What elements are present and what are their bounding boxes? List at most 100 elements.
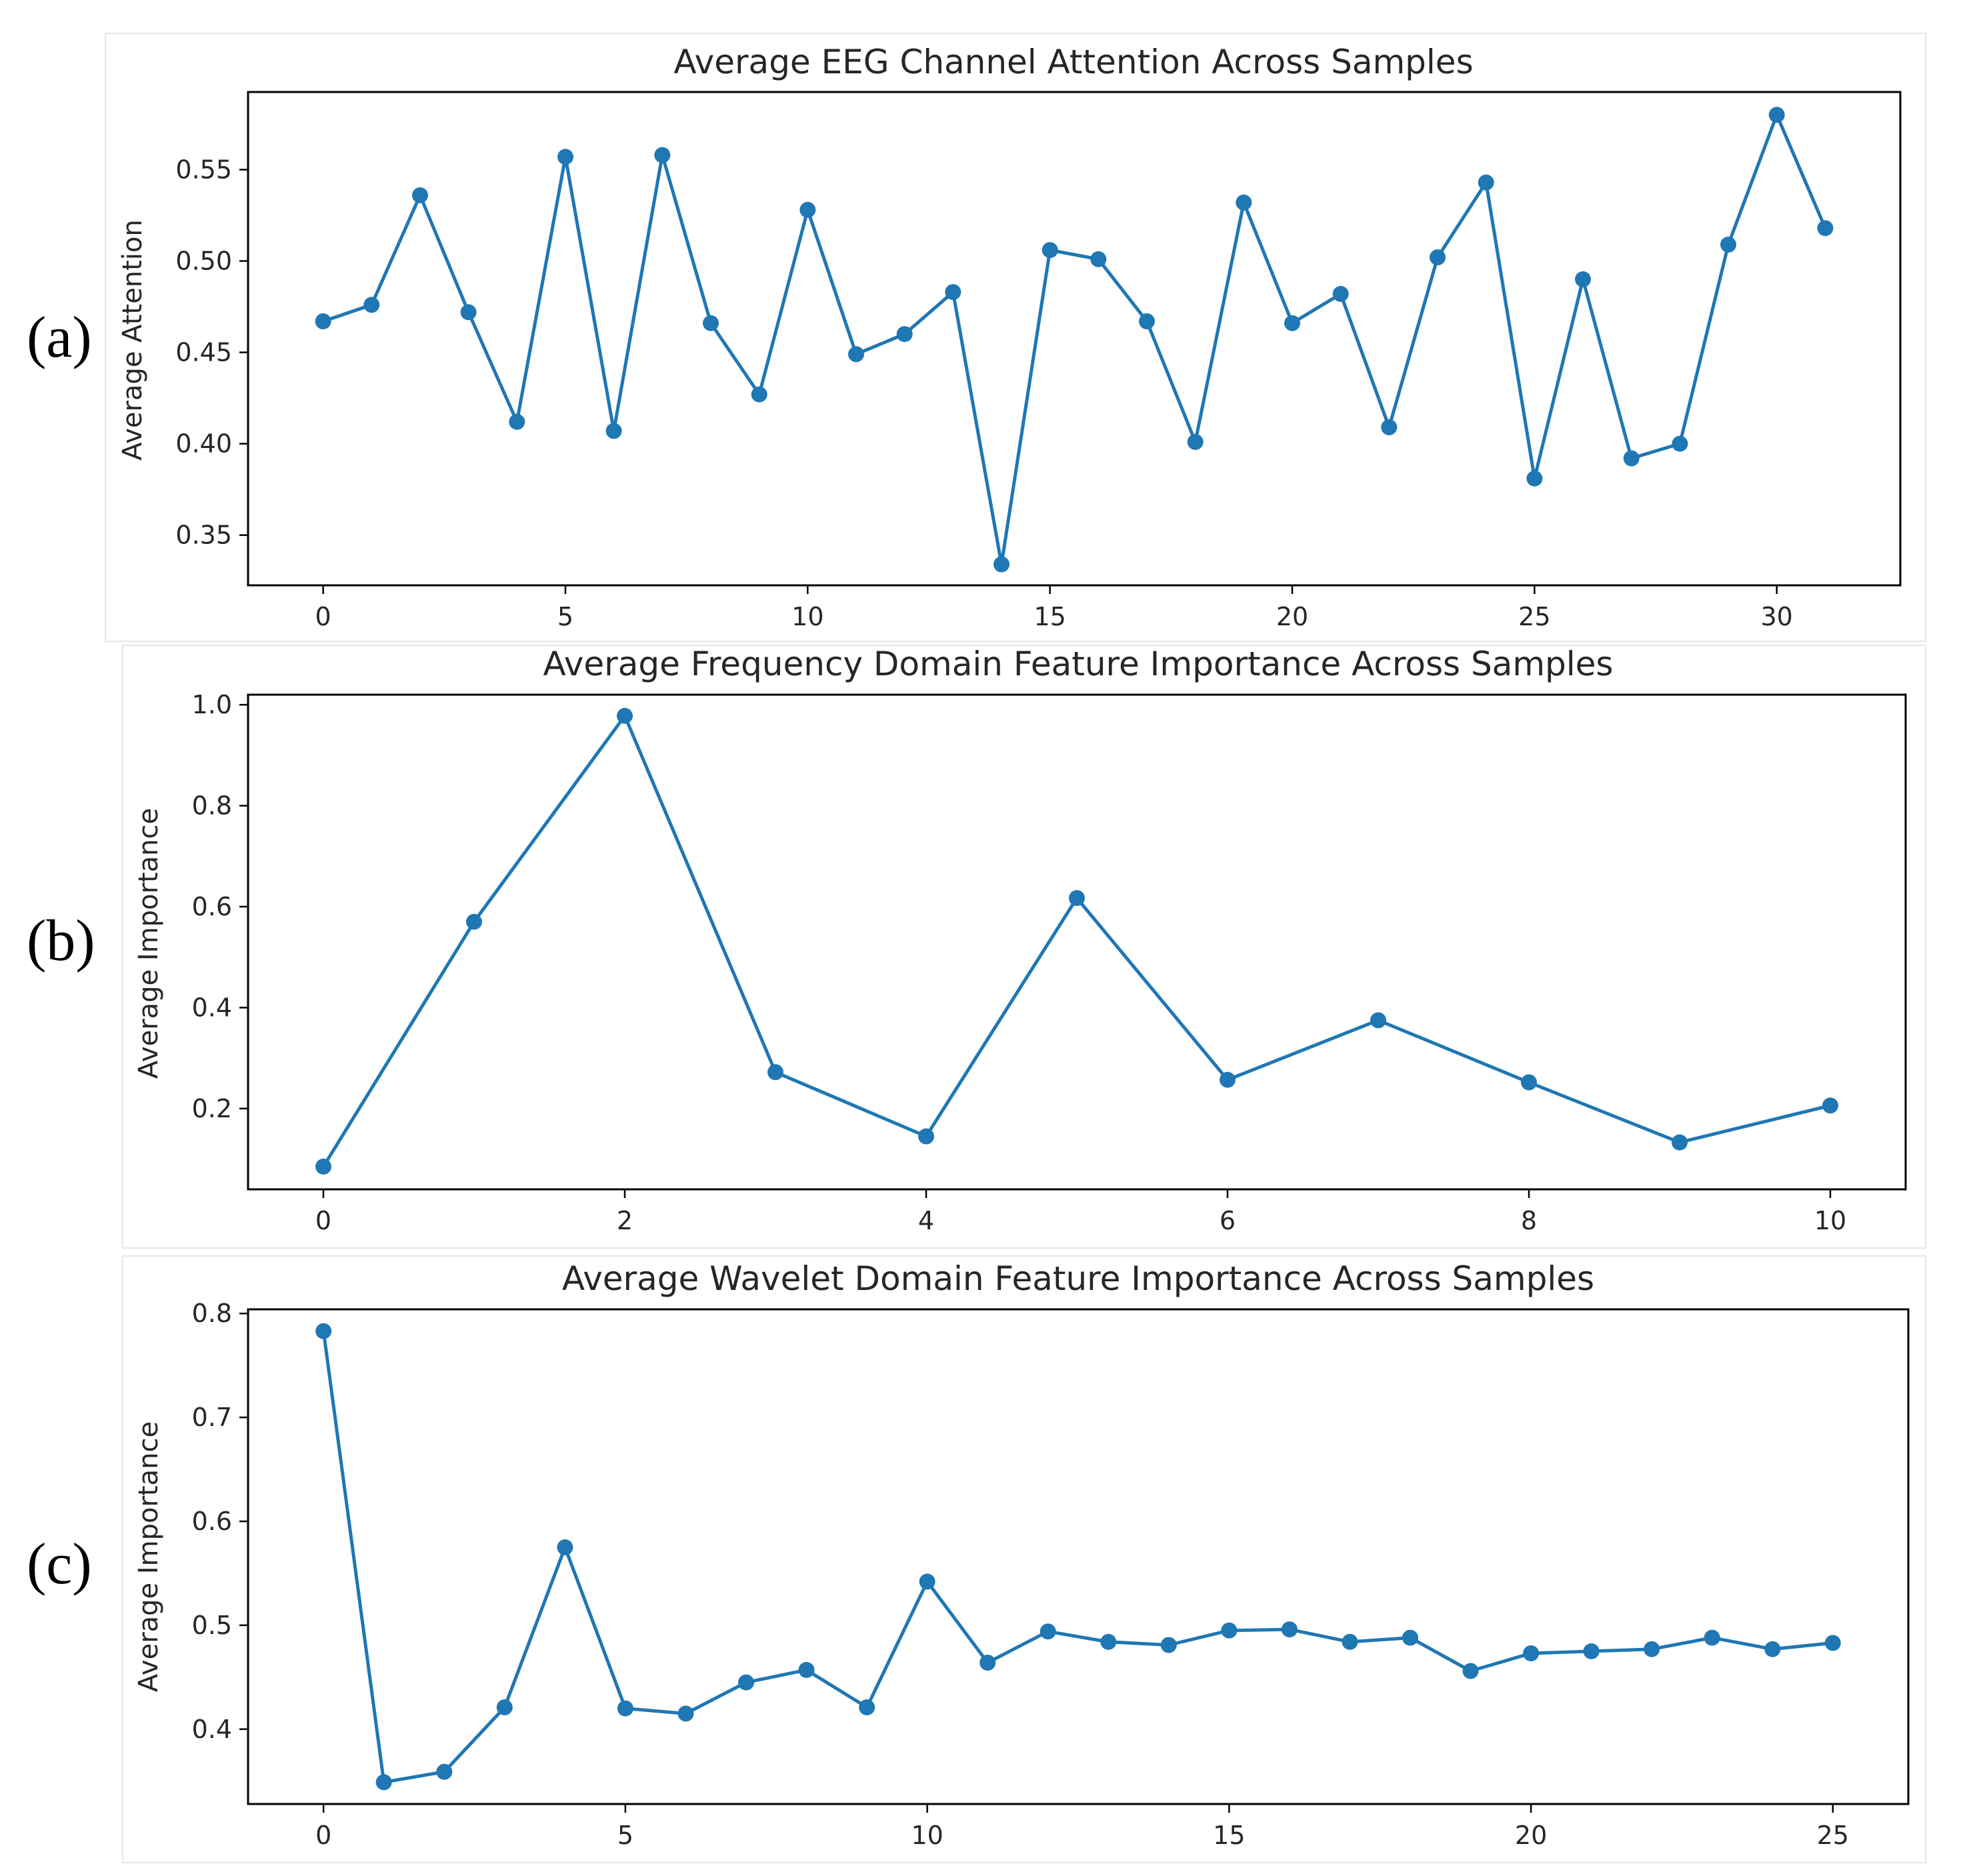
panel-c-point-10 [919,1573,935,1590]
panel-b-ylabel: Average Importance [133,808,164,1079]
panel-a-axes: 0 5 10 15 20 25 30 0.35 0.40 0.45 0.50 0.55 [175,91,1902,631]
panel-c: (c) Average Wavelet Domain Feature Impor… [27,1255,1926,1863]
panel-a-xtick-label-5: 5 [557,602,573,631]
panel-b-point-6 [1220,1071,1236,1088]
panel-a-point-24 [1478,174,1494,191]
panel-c-point-20 [1523,1645,1540,1661]
panel-a-point-1 [363,297,380,313]
panel-b-point-3 [767,1064,783,1081]
panel-a-point-8 [703,315,719,331]
panel-b-axes: 0 2 4 6 8 10 0.2 0.4 0.6 0.8 1.0 [192,690,1907,1235]
panel-c-point-18 [1402,1629,1418,1646]
panel-c-ylabel: Average Importance [133,1421,164,1692]
panel-a-xtick-label-20: 20 [1276,602,1308,631]
panel-a-axes-frame [247,91,1902,587]
panel-a-point-22 [1381,419,1398,435]
panel-a-point-15 [1042,242,1058,259]
panel-c-ytick-label-0.4: 0.4 [192,1715,232,1744]
panel-b-point-2 [617,707,633,724]
panel-c-point-9 [859,1699,875,1715]
panel-b-ytick-label-0.4: 0.4 [192,993,232,1022]
panel-a-point-5 [557,149,573,165]
panel-b-point-9 [1672,1134,1688,1151]
panel-a-point-20 [1284,315,1300,331]
panel-c-xtick-label-10: 10 [911,1821,943,1850]
panel-b-xtick-label-6: 6 [1220,1206,1236,1235]
panel-c-point-21 [1583,1643,1600,1659]
panel-b-point-8 [1521,1074,1537,1091]
panel-c-xtick-label-5: 5 [617,1821,633,1850]
panel-a-point-6 [605,423,622,439]
panel-a-point-27 [1623,450,1640,467]
panel-c-ytick-label-0.8: 0.8 [192,1299,232,1328]
panel-c-ytick-label-0.7: 0.7 [192,1403,232,1432]
panel-a-ytick-label-0.45: 0.45 [175,338,232,367]
panel-a-ytick-label-0.35: 0.35 [175,521,232,550]
panel-c-point-24 [1764,1641,1781,1657]
panel-b-point-7 [1370,1012,1386,1029]
panel-c-axes-frame [247,1308,1910,1805]
panel-c-point-19 [1462,1663,1479,1679]
panel-b-ytick-label-1.0: 1.0 [192,690,232,719]
panel-a-point-30 [1768,107,1785,123]
panel-a: (a) Average EEG Channel Attention Across… [27,33,1926,642]
panel-c-point-1 [375,1774,392,1791]
panel-a-point-29 [1720,236,1736,253]
panel-c-point-11 [979,1655,996,1671]
panel-b-point-5 [1069,890,1085,907]
panel-a-point-19 [1236,194,1252,211]
panel-a-point-23 [1430,249,1446,265]
panel-c-point-13 [1100,1633,1117,1650]
panel-c-axes: 0 5 10 15 20 25 0.4 0.5 0.6 0.7 0.8 [192,1299,1910,1850]
panel-a-point-11 [848,346,864,363]
panel-a-xtick-label-30: 30 [1761,602,1793,631]
panel-a-point-13 [945,284,961,301]
panel-b-point-1 [466,913,482,930]
panel-c-point-6 [677,1705,694,1722]
panel-b-ytick-label-0.2: 0.2 [192,1094,232,1123]
panel-a-point-9 [751,386,767,403]
panel-a-point-21 [1332,285,1349,302]
panel-a-point-7 [654,147,671,163]
panel-a-xtick-label-10: 10 [791,602,823,631]
panel-b-xtick-label-8: 8 [1521,1206,1537,1235]
panel-b-label: (b) [27,909,95,973]
panel-c-xtick-label-20: 20 [1515,1821,1547,1850]
panel-a-point-16 [1090,251,1107,267]
panel-a-point-31 [1817,220,1834,237]
panel-a-xtick-label-0: 0 [315,602,331,631]
panel-a-point-3 [460,304,477,321]
panel-a-point-14 [994,556,1010,573]
panel-c-series-line [321,1331,1834,1784]
panel-a-ylabel: Average Attention [117,219,148,461]
panel-a-label: (a) [27,305,92,370]
panel-c-ytick-label-0.5: 0.5 [192,1611,232,1640]
panel-a-series-line [322,113,1827,566]
panel-b-point-4 [918,1128,934,1145]
panel-a-xtick-label-15: 15 [1034,602,1066,631]
panel-a-point-28 [1672,435,1688,452]
panel-c-point-0 [315,1323,332,1339]
panel-a-xtick-label-25: 25 [1518,602,1550,631]
panel-a-point-18 [1187,433,1204,450]
panel-c-ytick-label-0.6: 0.6 [192,1507,232,1536]
panel-b-xtick-label-2: 2 [617,1206,633,1235]
panel-a-point-12 [896,326,913,343]
panel-a-point-4 [509,413,525,430]
panel-c-point-5 [617,1700,633,1717]
panel-c-xtick-label-15: 15 [1213,1821,1245,1850]
panel-c-point-17 [1342,1633,1358,1650]
panel-a-point-10 [799,201,816,218]
panel-c-point-16 [1281,1621,1298,1638]
panel-b-ytick-label-0.8: 0.8 [192,791,232,821]
panel-c-point-22 [1644,1641,1660,1657]
panel-c-label: (c) [27,1532,92,1597]
panel-c-point-4 [557,1539,573,1555]
panel-c-title: Average Wavelet Domain Feature Importanc… [562,1259,1594,1298]
panel-a-ytick-label-0.55: 0.55 [175,155,232,184]
panel-b-xtick-label-4: 4 [918,1206,934,1235]
panel-a-frame [105,33,1926,642]
panel-c-xtick-label-25: 25 [1817,1821,1849,1850]
panel-a-point-2 [412,187,428,203]
